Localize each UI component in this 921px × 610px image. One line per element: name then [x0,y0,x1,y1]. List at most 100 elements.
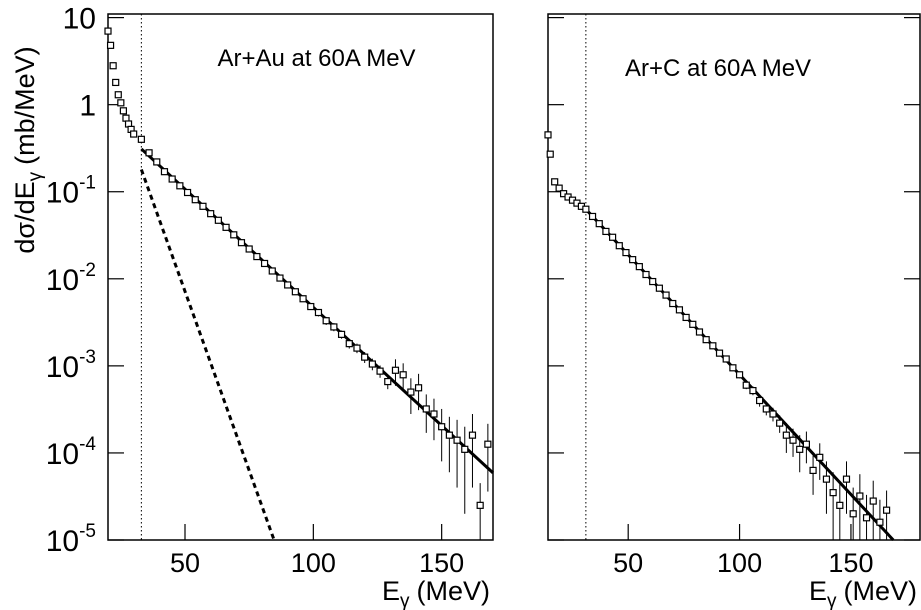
data-point [742,381,750,389]
x-axis-label-unit: (MeV) [417,576,491,606]
data-point [330,323,338,331]
annotation: Ar+C at 60A MeV [625,55,811,82]
data-point [137,135,145,143]
x-tick-label: 100 [291,548,336,578]
data-point [337,330,346,338]
data-point [160,168,169,176]
data-point [856,492,864,500]
y-tick-label-base: 10 [46,438,79,471]
data-point [649,277,657,286]
data-point [816,453,824,461]
data-point [445,431,453,439]
data-point [735,371,744,379]
data-point [291,288,299,296]
data-point [829,489,837,497]
data-point [214,216,222,224]
data-point [368,360,376,368]
data-point [802,440,810,448]
data-point [635,263,643,271]
data-point [230,231,238,239]
y-tick-label: 10-1 [46,173,96,210]
data-point [655,284,663,292]
data-point [682,313,690,322]
data-point [384,377,392,386]
data-point [595,220,603,228]
data-point [314,308,323,317]
data-point [756,396,764,405]
y-tick-label: 10-5 [46,521,96,558]
x-axis-label: Eγ (MeV) [809,576,917,610]
data-point [361,353,369,361]
data-point [722,355,730,363]
data-point [153,158,161,166]
data-point [122,114,130,122]
data-point [422,405,430,413]
plot-frame [547,13,921,541]
data-point [106,41,115,49]
data-point [438,423,446,431]
data-point [749,386,757,395]
data-point [689,320,697,328]
data-point [114,91,122,99]
data-point [414,384,423,392]
data-point [869,497,877,505]
data-point [391,366,400,374]
y-axis-label-sub: γ [25,171,46,181]
data-point [789,436,797,444]
x-tick-label: 50 [613,548,643,578]
panel: 50 100 150 Ar+C at 60A MeV Eγ (MeV) [544,13,921,610]
data-point [715,349,724,357]
data-point [307,302,315,311]
y-tick-label: 10-3 [46,347,96,384]
y-tick-label: 1 [79,90,96,123]
data-point [453,436,461,444]
data-point [876,518,884,526]
y-axis-label-main: dσ/dE [10,181,40,253]
data-point [615,242,623,250]
y-tick-label-base: 10 [46,525,79,558]
data-point [602,227,610,236]
y-tick-label-exponent: -3 [79,347,96,368]
data-point [476,501,484,509]
data-point [345,340,353,348]
data-point [782,431,790,439]
x-axis-label-main: E [382,576,400,606]
x-tick-label: 100 [717,548,762,578]
data-point [407,388,415,396]
data-point [769,410,777,418]
data-point [104,27,112,35]
data-point [484,440,492,448]
plot-frame [107,13,494,541]
data-point [729,364,737,372]
x-axis-label: Eγ (MeV) [382,576,490,610]
data-point [695,328,704,336]
data-point [276,274,284,282]
data-point [119,107,128,115]
data-point [430,410,438,418]
data-point [622,248,630,257]
data-point [399,371,407,379]
data-point [862,514,871,522]
data-point [168,175,176,183]
data-point [130,130,138,138]
data-point [842,475,851,483]
data-point [109,62,117,70]
data-point [669,299,677,308]
data-point [702,336,710,344]
data-point [675,306,684,314]
data-point [776,419,784,427]
data-point [822,475,831,483]
x-tick-label: 150 [828,548,873,578]
data-point [268,267,276,275]
data-point [762,405,770,413]
data-point [582,205,590,213]
data-point [299,295,307,303]
fit-line [139,169,276,541]
data-point [468,431,477,439]
data-point [809,466,817,475]
x-axis-label-sub: γ [827,591,837,610]
data-point [882,506,891,514]
data-point [191,196,199,204]
data-point [642,270,650,279]
